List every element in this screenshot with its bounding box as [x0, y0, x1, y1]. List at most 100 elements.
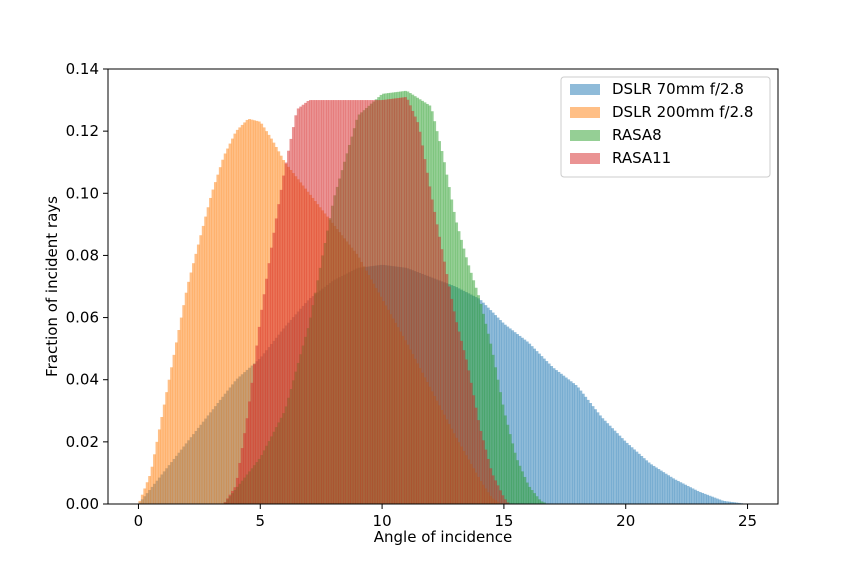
histogram-bar	[206, 207, 210, 504]
y-tick-label: 0.10	[66, 184, 99, 202]
histogram-bar	[240, 448, 244, 504]
histogram-bar	[408, 105, 412, 504]
histogram-bar	[494, 367, 497, 504]
histogram-bar	[572, 383, 575, 504]
histogram-bar	[343, 100, 346, 504]
histogram-bar	[248, 119, 251, 504]
histogram-bar	[231, 138, 234, 504]
histogram-bar	[693, 489, 697, 504]
histogram-bar	[401, 97, 405, 505]
histogram-bar	[294, 115, 298, 505]
histogram-bar	[460, 340, 463, 504]
histogram-bar	[530, 346, 534, 504]
histogram-bar	[438, 236, 441, 505]
histogram-bar	[464, 359, 468, 504]
histogram-bar	[155, 441, 159, 504]
histogram-bar	[606, 423, 610, 504]
histogram-bar	[238, 462, 242, 504]
histogram-bar	[321, 100, 325, 504]
histogram-bar	[323, 100, 327, 504]
histogram-bar	[196, 244, 200, 505]
histogram-bar	[479, 303, 483, 504]
histogram-bar	[552, 368, 556, 504]
histogram-bar	[213, 182, 217, 504]
x-axis: 0 5 10 15 20 25	[134, 504, 757, 530]
histogram-bar	[715, 498, 719, 504]
histogram-bar	[377, 100, 381, 504]
histogram-bar	[340, 100, 344, 504]
legend: DSLR 70mm f/2.8 DSLR 200mm f/2.8 RASA8 RASA…	[560, 76, 771, 178]
histogram-bar	[223, 502, 227, 504]
histogram-bar	[479, 430, 483, 504]
histogram-bar	[192, 263, 195, 504]
histogram-bar	[489, 468, 493, 504]
histogram-bar	[652, 465, 656, 504]
y-tick-label: 0.08	[66, 246, 99, 264]
x-tick-label: 25	[738, 512, 757, 530]
histogram-bar	[447, 286, 451, 504]
histogram-bar	[618, 435, 622, 504]
histogram-bar	[179, 317, 183, 504]
histogram-bar	[282, 175, 286, 504]
histogram-bar	[291, 127, 295, 504]
histogram-bar	[613, 430, 617, 504]
histogram-bar	[542, 358, 546, 504]
histogram-bar	[545, 361, 549, 504]
histogram-bar	[501, 404, 505, 504]
histogram-bar	[204, 216, 208, 504]
x-tick-label: 20	[616, 512, 635, 530]
histogram-bar	[262, 294, 266, 504]
legend-swatch	[570, 130, 600, 141]
histogram-bar	[309, 100, 312, 504]
histogram-bar	[725, 501, 729, 504]
histogram-bar	[528, 486, 532, 504]
histogram-bar	[533, 348, 536, 504]
legend-swatch	[570, 107, 600, 118]
histogram-bar	[681, 483, 685, 504]
histogram-bar	[472, 395, 476, 504]
histogram-bar	[279, 189, 283, 504]
histogram-bar	[503, 324, 507, 504]
histogram-bar	[555, 370, 558, 504]
histogram-bar	[518, 465, 522, 504]
histogram-bar	[238, 127, 242, 504]
histogram-bar	[284, 162, 288, 504]
histogram-bar	[367, 100, 371, 504]
histogram-bar	[252, 364, 256, 504]
histogram-bar	[452, 311, 456, 504]
histogram-bar	[723, 501, 727, 504]
histogram-bar	[491, 475, 495, 504]
histogram-bar	[496, 485, 500, 504]
histogram-bar	[350, 100, 354, 504]
histogram-bar	[318, 100, 322, 504]
histogram-bar	[728, 501, 731, 504]
histogram-bar	[669, 476, 673, 504]
histogram-bar	[250, 382, 254, 504]
histogram-bar	[484, 323, 488, 504]
histogram-bar	[499, 490, 502, 504]
histogram-bar	[194, 253, 198, 504]
histogram-bar	[630, 447, 634, 504]
histogram-bar	[489, 343, 493, 504]
histogram-bar	[513, 452, 517, 504]
histogram-bar	[455, 322, 459, 504]
legend-box	[560, 76, 771, 178]
histogram-bar	[528, 343, 532, 504]
histogram-bar	[338, 100, 342, 504]
histogram-bar	[520, 337, 524, 504]
histogram-bar	[223, 153, 227, 504]
histogram-bar	[637, 453, 641, 504]
histogram-bar	[233, 133, 237, 504]
y-tick-label: 0.06	[66, 309, 99, 327]
histogram-bar	[445, 274, 449, 504]
histogram-bar	[450, 298, 454, 504]
histogram-bar	[243, 122, 247, 504]
histogram-bar	[226, 498, 229, 504]
histogram-bar	[172, 354, 176, 504]
histogram-bar	[233, 487, 237, 504]
histogram-bar	[221, 159, 225, 505]
histogram-bar	[520, 471, 524, 504]
histogram-bar	[501, 495, 505, 504]
histogram-bar	[523, 339, 527, 504]
histogram-bar	[255, 120, 259, 504]
